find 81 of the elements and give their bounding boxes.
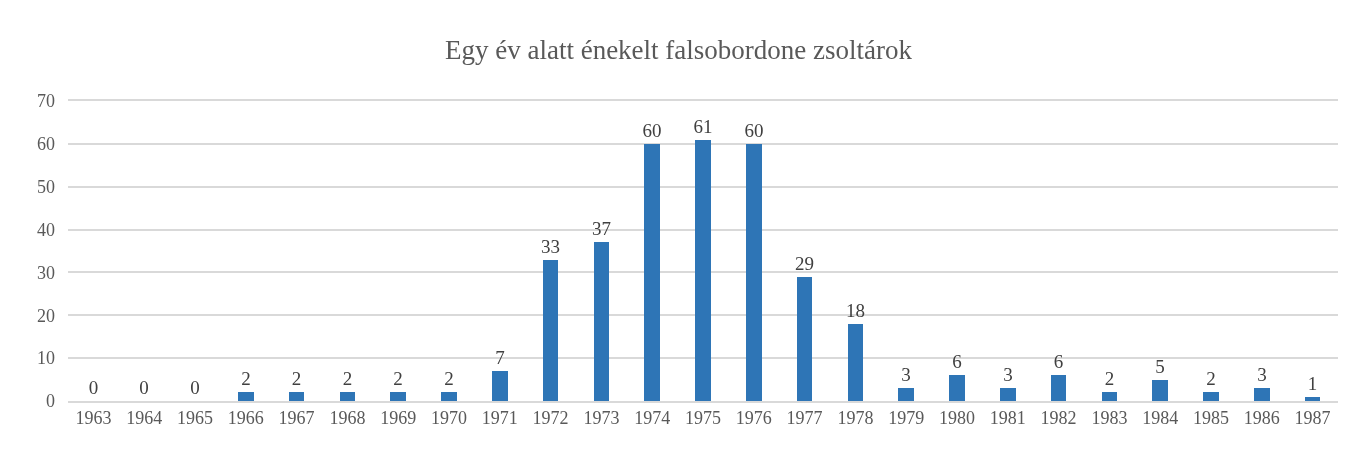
x-tick-label: 1971 — [481, 408, 518, 429]
bar — [1254, 388, 1270, 401]
data-label: 37 — [592, 218, 611, 239]
bar — [949, 375, 965, 401]
x-tick-label: 1973 — [583, 408, 620, 429]
bar — [746, 144, 762, 401]
x-tick-label: 1977 — [786, 408, 823, 429]
x-tick-label: 1983 — [1091, 408, 1128, 429]
data-label: 7 — [495, 347, 505, 368]
x-tick-label: 1965 — [177, 408, 213, 429]
data-label: 2 — [241, 368, 251, 389]
data-label: 60 — [642, 120, 662, 141]
bar — [1203, 392, 1219, 401]
x-tick-label: 1966 — [227, 408, 264, 429]
y-tick-label: 0 — [46, 391, 55, 412]
y-tick-label: 30 — [37, 262, 55, 283]
x-tick-label: 1964 — [126, 408, 163, 429]
data-label: 18 — [846, 300, 865, 321]
data-label: 3 — [1003, 364, 1013, 385]
x-tick-label: 1981 — [989, 408, 1026, 429]
x-tick-label: 1969 — [380, 408, 417, 429]
y-tick-label: 70 — [37, 91, 55, 112]
bar — [340, 392, 355, 401]
x-tick-label: 1972 — [532, 408, 569, 429]
x-tick-label: 1980 — [939, 408, 975, 429]
data-label: 3 — [901, 364, 911, 385]
x-tick-label: 1987 — [1294, 408, 1331, 429]
y-tick-label: 40 — [37, 219, 55, 240]
y-tick-label: 50 — [37, 177, 55, 198]
data-label: 2 — [342, 368, 353, 389]
data-label: 61 — [693, 116, 713, 137]
x-tick-label: 1967 — [278, 408, 315, 429]
bar — [1102, 392, 1117, 401]
data-label: 2 — [291, 368, 302, 389]
data-label: 0 — [190, 377, 200, 398]
x-tick-label: 1976 — [735, 408, 772, 429]
y-tick-label: 10 — [37, 348, 55, 369]
y-tick-label: 20 — [37, 305, 55, 326]
x-tick-label: 1978 — [837, 408, 874, 429]
data-label: 0 — [139, 377, 149, 398]
bar — [390, 392, 406, 401]
data-label: 29 — [795, 253, 814, 274]
x-tick-label: 1979 — [888, 408, 925, 429]
bar — [848, 324, 863, 401]
data-label: 60 — [744, 120, 764, 141]
x-tick-label: 1984 — [1142, 408, 1179, 429]
x-tick-label: 1974 — [634, 408, 671, 429]
x-tick-label: 1968 — [329, 408, 366, 429]
x-tick-label: 1970 — [431, 408, 467, 429]
bar — [797, 277, 812, 401]
data-label: 0 — [88, 377, 99, 398]
x-tick-label: 1982 — [1040, 408, 1077, 429]
data-label: 2 — [393, 368, 403, 389]
bar — [492, 371, 508, 401]
data-label: 6 — [1053, 351, 1064, 372]
data-label: 1 — [1307, 373, 1318, 394]
bar — [1051, 375, 1066, 401]
bar — [441, 392, 457, 401]
bar — [898, 388, 914, 401]
chart-title: Egy év alatt énekelt falsobordone zsoltárok — [444, 34, 913, 65]
data-label: 3 — [1257, 364, 1267, 385]
y-tick-label: 60 — [37, 134, 55, 155]
bar — [1152, 380, 1168, 401]
data-label: 5 — [1155, 356, 1165, 377]
bar — [238, 392, 254, 401]
x-tick-label: 1985 — [1193, 408, 1229, 429]
x-tick-label: 1963 — [75, 408, 112, 429]
bar — [644, 144, 660, 401]
bar — [594, 242, 609, 401]
bar — [289, 392, 304, 401]
x-tick-label: 1975 — [685, 408, 721, 429]
data-label: 2 — [1206, 368, 1216, 389]
data-label: 33 — [541, 236, 560, 257]
data-label: 2 — [1104, 368, 1115, 389]
bar — [1305, 397, 1320, 401]
bar — [1000, 388, 1016, 401]
data-label: 6 — [952, 351, 962, 372]
bar — [695, 140, 711, 401]
bar — [543, 260, 558, 401]
data-label: 2 — [444, 368, 454, 389]
x-tick-label: 1986 — [1243, 408, 1280, 429]
